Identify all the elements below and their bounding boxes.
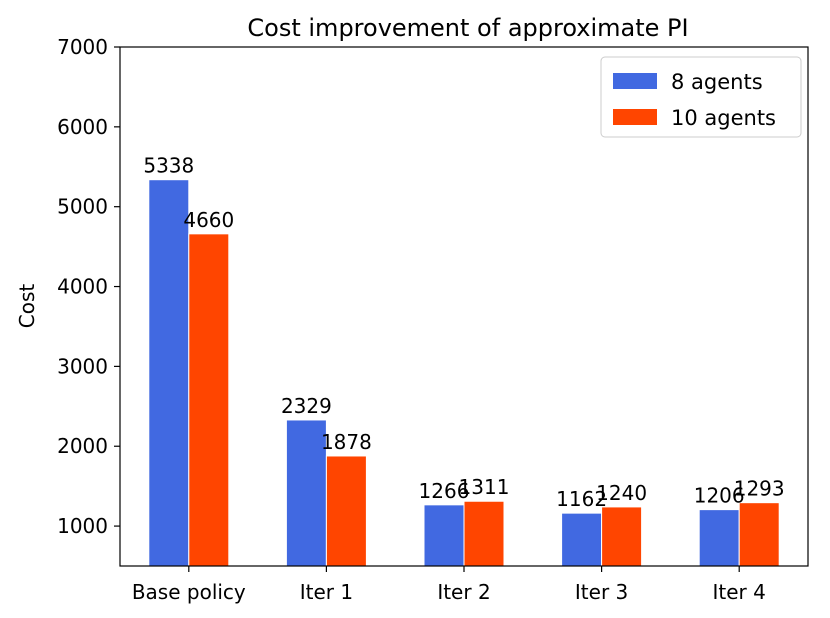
legend-label-8-agents: 8 agents xyxy=(671,70,763,94)
y-tick-label: 4000 xyxy=(57,275,108,299)
bar-8-agents-5 xyxy=(698,509,740,567)
data-label-10-agents-2: 1878 xyxy=(321,430,372,454)
data-labels-layer: 5338 2329 1266 1162 1206 4660 1878 1311 1240 1293 xyxy=(143,154,784,511)
bar-8-agents-1 xyxy=(148,179,190,567)
y-tick-label: 1000 xyxy=(57,514,108,538)
data-label-8-agents-4: 1162 xyxy=(556,487,607,511)
bars-layer xyxy=(148,179,780,567)
x-tick-label: Iter 2 xyxy=(437,580,490,604)
y-tick-label: 7000 xyxy=(57,35,108,59)
bar-10-agents-1 xyxy=(188,233,230,567)
bar-8-agents-4 xyxy=(561,512,603,567)
y-tick-label: 3000 xyxy=(57,354,108,378)
data-label-10-agents-5: 1293 xyxy=(734,477,785,501)
data-label-8-agents-1: 5338 xyxy=(143,154,194,178)
data-label-8-agents-2: 2329 xyxy=(281,394,332,418)
bar-10-agents-3 xyxy=(463,500,505,567)
y-axis-label: Cost xyxy=(15,284,39,329)
bar-10-agents-4 xyxy=(601,506,643,567)
data-label-10-agents-3: 1311 xyxy=(459,475,510,499)
y-tick-label: 5000 xyxy=(57,195,108,219)
data-label-8-agents-3: 1266 xyxy=(419,479,470,503)
legend: 8 agents 10 agents xyxy=(600,56,802,138)
data-label-10-agents-4: 1240 xyxy=(596,481,647,505)
axes-layer: 1000 2000 3000 4000 5000 6000 7000 Base policy I… xyxy=(57,35,809,604)
x-tick-label: Iter 3 xyxy=(575,580,628,604)
bar-10-agents-2 xyxy=(325,455,367,567)
legend-swatch-10-agents xyxy=(613,109,657,125)
y-tick-label: 6000 xyxy=(57,115,108,139)
chart-title: Cost improvement of approximate PI xyxy=(247,14,688,42)
data-label-8-agents-5: 1206 xyxy=(694,484,745,508)
legend-label-10-agents: 10 agents xyxy=(671,106,776,130)
bar-10-agents-5 xyxy=(738,502,780,567)
x-tick-label: Base policy xyxy=(132,580,246,604)
x-tick-label: Iter 1 xyxy=(300,580,353,604)
x-tick-label: Iter 4 xyxy=(713,580,766,604)
bar-8-agents-2 xyxy=(285,419,327,567)
legend-swatch-8-agents xyxy=(613,73,657,89)
y-tick-label: 2000 xyxy=(57,434,108,458)
bar-8-agents-3 xyxy=(423,504,465,567)
data-label-10-agents-1: 4660 xyxy=(183,208,234,232)
